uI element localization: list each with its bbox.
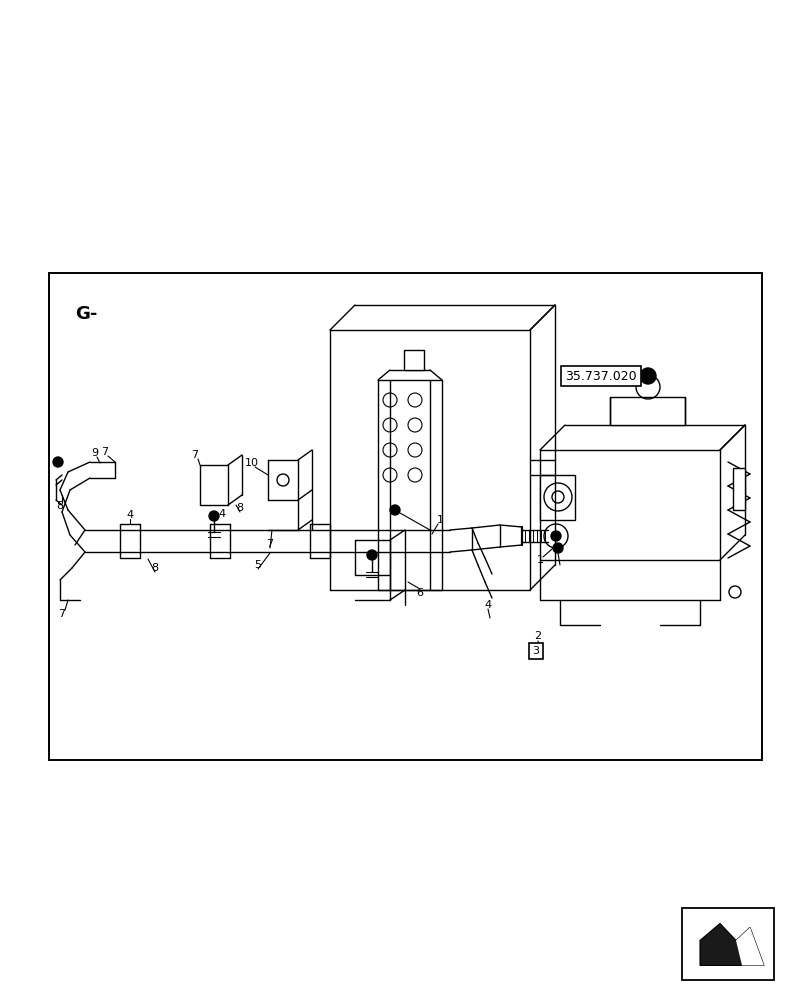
Bar — [539, 475, 574, 520]
Bar — [404, 350, 423, 370]
Circle shape — [389, 505, 400, 515]
Circle shape — [551, 531, 560, 541]
Text: 10: 10 — [245, 458, 259, 468]
Text: 35.737.020: 35.737.020 — [564, 369, 636, 382]
Text: 6: 6 — [416, 588, 423, 598]
Text: 4: 4 — [484, 600, 491, 610]
Text: 4: 4 — [127, 510, 133, 520]
Text: 8: 8 — [151, 563, 158, 573]
Text: 1: 1 — [536, 555, 543, 565]
Text: 5: 5 — [254, 560, 261, 570]
Circle shape — [552, 543, 562, 553]
Text: 7: 7 — [266, 539, 273, 549]
Bar — [49, 273, 761, 760]
Text: 9: 9 — [92, 448, 98, 458]
Circle shape — [53, 457, 63, 467]
Circle shape — [639, 368, 655, 384]
Bar — [732, 468, 744, 510]
Bar — [681, 908, 773, 980]
Text: 7: 7 — [191, 450, 199, 460]
Polygon shape — [735, 927, 763, 965]
Bar — [609, 397, 684, 425]
Text: 7: 7 — [58, 609, 66, 619]
Text: 4: 4 — [218, 509, 225, 519]
Text: 7: 7 — [101, 447, 109, 457]
Text: 2: 2 — [534, 631, 541, 641]
Text: 3: 3 — [532, 646, 539, 656]
Text: 1: 1 — [436, 515, 443, 525]
Polygon shape — [699, 923, 763, 965]
Text: G-: G- — [75, 305, 97, 323]
Circle shape — [208, 511, 219, 521]
Text: 8: 8 — [236, 503, 243, 513]
Text: 8: 8 — [57, 501, 63, 511]
Circle shape — [367, 550, 376, 560]
